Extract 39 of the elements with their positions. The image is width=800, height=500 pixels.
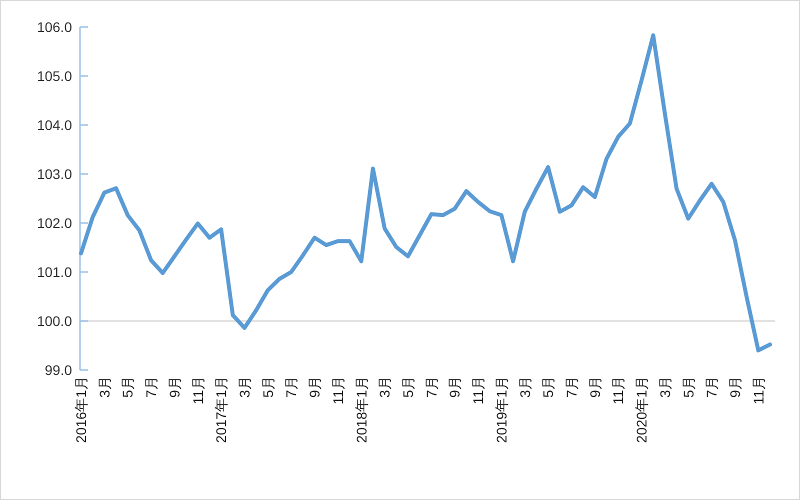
y-tick-label: 105.0 (36, 68, 72, 84)
y-tick-label: 100.0 (36, 312, 72, 329)
x-tick-label: 5月 (540, 376, 556, 398)
line-series (79, 33, 772, 352)
x-tick-label: 7月 (423, 376, 440, 398)
x-tick-label: 5月 (680, 376, 696, 398)
x-tick-label: 5月 (120, 376, 136, 398)
x-tick-label: 2016年1月 (73, 376, 89, 443)
y-tick-label: 104.0 (36, 116, 72, 133)
x-tick-label: 7月 (283, 376, 300, 398)
x-tick-label: 5月 (400, 376, 416, 398)
x-tick-label: 7月 (704, 376, 720, 398)
x-tick-label: 3月 (376, 376, 393, 398)
x-tick-label: 7月 (563, 376, 580, 398)
x-tick-label: 3月 (516, 376, 533, 398)
y-tick-label: 106.0 (36, 18, 72, 35)
y-tick-label: 101.0 (36, 264, 72, 280)
x-tick-label: 3月 (656, 376, 673, 398)
x-tick-label: 2018年1月 (353, 376, 370, 443)
x-tick-label: 2020年1月 (634, 376, 650, 443)
x-tick-label: 2019年1月 (493, 376, 510, 443)
x-tick-label: 11月 (470, 376, 486, 405)
x-tick-label: 9月 (306, 376, 323, 398)
y-tick-label: 99.0 (44, 362, 72, 378)
x-tick-label: 9月 (586, 376, 603, 398)
x-tick-label: 11月 (750, 376, 766, 405)
x-tick-label: 2017年1月 (213, 376, 230, 443)
x-tick-label: 9月 (726, 376, 743, 398)
y-tick-label: 103.0 (36, 166, 72, 182)
x-tick-label: 11月 (190, 376, 206, 405)
x-tick-label: 3月 (236, 376, 252, 398)
x-tick-label: 11月 (610, 376, 626, 405)
y-tick-label: 102.0 (36, 214, 72, 231)
x-tick-label: 5月 (260, 376, 276, 398)
x-tick-label: 7月 (143, 376, 160, 398)
x-tick-label: 3月 (96, 376, 112, 398)
x-tick-label: 9月 (166, 376, 182, 398)
x-tick-label: 11月 (330, 376, 346, 405)
x-tick-label: 9月 (446, 376, 463, 398)
